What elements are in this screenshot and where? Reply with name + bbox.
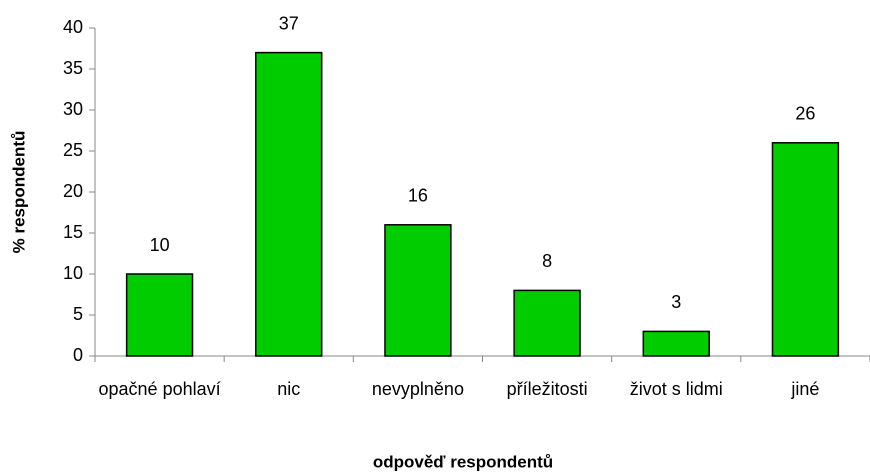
x-tick-label: nevyplněno: [372, 379, 464, 399]
y-tick-label: 10: [63, 263, 83, 283]
x-tick-label: opačné pohlaví: [99, 379, 221, 399]
y-tick-label: 35: [63, 58, 83, 78]
bar: [384, 224, 452, 357]
data-label: 10: [150, 235, 170, 255]
bar: [125, 273, 194, 357]
x-tick-label: jiné: [790, 379, 819, 399]
y-axis-label: % respondentů: [9, 131, 28, 254]
y-tick-label: 25: [63, 140, 83, 160]
x-tick-label: příležitosti: [507, 379, 588, 399]
y-tick-label: 20: [63, 181, 83, 201]
y-tick-label: 5: [73, 304, 83, 324]
y-tick-label: 40: [63, 17, 83, 37]
bar: [255, 51, 323, 357]
y-tick-label: 30: [63, 99, 83, 119]
data-label: 8: [542, 251, 552, 271]
y-tick-label: 0: [73, 345, 83, 365]
data-label: 3: [671, 292, 681, 312]
data-label: 26: [795, 104, 815, 124]
x-tick-label: nic: [277, 379, 300, 399]
y-tick-label: 15: [63, 222, 83, 242]
bar: [642, 330, 710, 357]
data-label: 37: [279, 13, 299, 33]
data-label: 16: [408, 186, 428, 206]
bar: [771, 142, 840, 357]
x-axis-label: odpověď respondentů: [373, 452, 553, 471]
bar: [513, 289, 581, 357]
x-tick-label: život s lidmi: [630, 379, 723, 399]
